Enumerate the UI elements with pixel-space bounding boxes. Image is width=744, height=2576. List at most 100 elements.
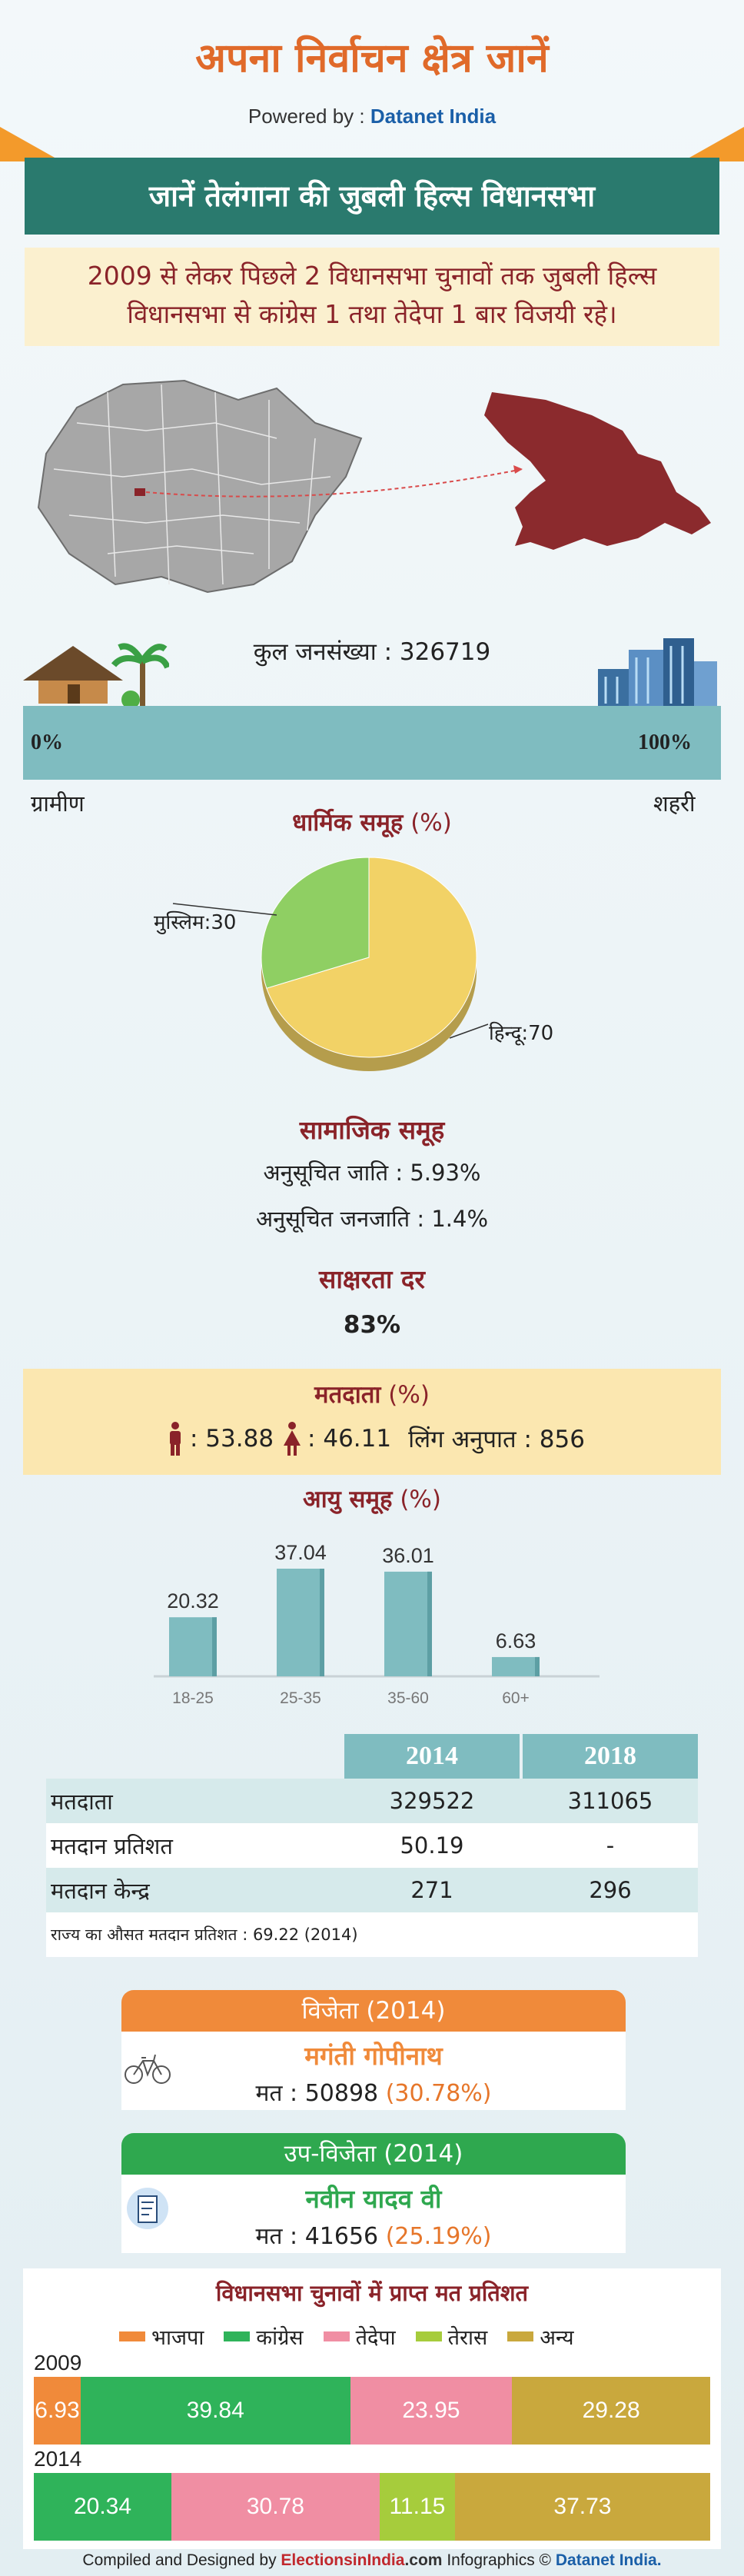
- religion-pie-chart: [172, 857, 489, 1071]
- age-bar-shade: [212, 1617, 217, 1676]
- footer-brand-datanet: Datanet India.: [555, 2551, 662, 2569]
- age-bar-chart: 20.32 18-25 37.04 25-35 36.01 35-60 6.63 60+: [154, 1541, 600, 1707]
- age-bar-shade: [535, 1656, 540, 1676]
- vote-share-segment: 29.28: [512, 2377, 710, 2445]
- age-bar-shade: [427, 1571, 432, 1676]
- table-cell: मतदान प्रतिशत: [51, 1832, 173, 1859]
- age-bar: [169, 1617, 217, 1676]
- religion-title: धार्मिक समूह (%): [0, 806, 744, 838]
- social-title: सामाजिक समूह: [299, 1115, 445, 1145]
- sc-value: अनुसूचित जाति : 5.93%: [263, 1160, 481, 1186]
- runner-title: उप-विजेता: [284, 2140, 377, 2168]
- legend-label: अन्य: [540, 2326, 574, 2350]
- turnout-table: 2014 2018 मतदाता 329522 311065 मतदान प्र…: [46, 1734, 698, 1957]
- vote-share-bar-2009: 6.93 39.84 23.95 29.28: [34, 2377, 710, 2445]
- brand-datanet: Datanet India: [370, 105, 497, 128]
- age-category-label: 35-60: [387, 1689, 429, 1707]
- male-icon: [170, 1422, 181, 1456]
- telangana-map: [37, 379, 363, 594]
- table-cell: मतदान केन्द्र: [51, 1877, 150, 1904]
- age-value-label: 37.04: [274, 1541, 327, 1564]
- year-label-2014: 2014: [34, 2447, 82, 2471]
- vote-share-legend: भाजपा कांग्रेस तेदेपा तेरास अन्य: [119, 2322, 574, 2351]
- legend-item: तेरास: [415, 2322, 488, 2351]
- table-cell: -: [606, 1832, 615, 1859]
- pie-label-hindu: हिन्दू:70: [489, 1022, 554, 1045]
- table-row: मतदाता 329522 311065: [46, 1779, 698, 1823]
- runner-year: (2014): [384, 2140, 463, 2168]
- legend-swatch-trs: [415, 2331, 442, 2341]
- legend-label: तेरास: [447, 2326, 488, 2350]
- literacy-title: साक्षरता दर: [319, 1264, 425, 1294]
- female-icon: [284, 1422, 301, 1456]
- ribbon-left-decoration: [0, 127, 61, 161]
- table-header: 2014 2018: [46, 1734, 698, 1779]
- age-title-text: आयु समूह: [303, 1486, 393, 1513]
- table-cell: मतदाता: [51, 1788, 113, 1815]
- table-note: राज्य का औसत मतदान प्रतिशत : 69.22 (2014…: [46, 1912, 698, 1957]
- winner-votes-count: मत : 50898: [255, 2080, 379, 2107]
- age-value-label: 20.32: [167, 1589, 219, 1612]
- age-value-label: 6.63: [496, 1629, 536, 1652]
- vote-share-bar-2014: 20.34 30.78 11.15 37.73: [34, 2473, 710, 2541]
- voters-title: मतदाता (%): [0, 1378, 744, 1410]
- table-header-blank: [46, 1734, 344, 1779]
- literacy-value: 83%: [343, 1311, 401, 1339]
- winner-header: विजेता (2014): [121, 1990, 626, 2032]
- vote-share-segment: 30.78: [171, 2473, 380, 2541]
- bicycle-icon: [125, 2054, 171, 2084]
- vote-share-segment: 6.93: [34, 2377, 81, 2445]
- legend-swatch-tdp: [323, 2331, 350, 2341]
- age-bar: [492, 1656, 540, 1676]
- female-percent: : 46.11: [307, 1425, 392, 1453]
- population-label: कुल जनसंख्या : 326719: [253, 638, 491, 666]
- urban-buildings-icon: [598, 638, 717, 707]
- runner-votes-pct: (25.19%): [385, 2223, 492, 2250]
- vote-share-segment: 23.95: [350, 2377, 513, 2445]
- table-cell: 271: [410, 1877, 453, 1903]
- constituency-marker: [135, 488, 145, 496]
- runner-votes-count: मत : 41656: [255, 2223, 379, 2250]
- table-header-2014: 2014: [344, 1734, 520, 1779]
- runner-header: उप-विजेता (2014): [121, 2133, 626, 2175]
- rural-percent: 0%: [31, 731, 63, 754]
- table-row: मतदान केन्द्र 271 296: [46, 1868, 698, 1912]
- pie-leader-muslim: [172, 903, 277, 916]
- rural-urban-bar: [23, 706, 721, 780]
- footer-brand-elections-name: ElectionsinIndia: [281, 2551, 405, 2569]
- voters-stats: : 53.88 : 46.11 लिंग अनुपात : 856: [165, 1421, 585, 1456]
- winner-votes: मत : 50898 (30.78%): [121, 2076, 626, 2108]
- constituency-shape: [484, 392, 711, 550]
- age-category-label: 18-25: [172, 1689, 214, 1707]
- age-category-label: 60+: [502, 1689, 530, 1707]
- pie-leader-hindu: [449, 1023, 489, 1039]
- st-value: अनुसूचित जनजाति : 1.4%: [255, 1206, 489, 1232]
- pie-label-muslim: मुस्लिम:30: [154, 911, 237, 934]
- urban-label: शहरी: [653, 790, 696, 817]
- page-title: अपना निर्वाचन क्षेत्र जानें: [195, 35, 549, 82]
- runner-name: नवीन यादव वी: [305, 2184, 442, 2214]
- age-bar: [384, 1571, 432, 1676]
- year-label-2009: 2009: [34, 2351, 82, 2375]
- age-unit: (%): [400, 1486, 441, 1513]
- runner-votes: मत : 41656 (25.19%): [121, 2219, 626, 2251]
- footer-brand-elections-suffix: .com: [404, 2551, 443, 2569]
- religion-unit: (%): [410, 809, 452, 837]
- legend-swatch-others: [507, 2331, 534, 2341]
- table-cell: 311065: [567, 1788, 653, 1814]
- ribbon-right-decoration: [683, 127, 744, 161]
- legend-item: भाजपा: [119, 2322, 204, 2351]
- vote-share-title: विधानसभा चुनावों में प्राप्त मत प्रतिशत: [215, 2280, 529, 2306]
- powered-by-prefix: Powered by :: [247, 105, 365, 128]
- age-bar: [277, 1569, 324, 1676]
- age-title: आयु समूह (%): [0, 1483, 744, 1515]
- footer-compiled: Compiled and Designed by: [82, 2551, 277, 2569]
- map-arrow-head: [513, 465, 523, 474]
- table-row: मतदान प्रतिशत 50.19 -: [46, 1823, 698, 1868]
- legend-label: भाजपा: [151, 2326, 204, 2350]
- party-symbol-icon: [127, 2188, 168, 2229]
- map-section: [37, 379, 711, 594]
- footer-brand-elections: ElectionsinIndia.com: [281, 2551, 442, 2569]
- voters-title-text: मतदाता: [314, 1381, 381, 1409]
